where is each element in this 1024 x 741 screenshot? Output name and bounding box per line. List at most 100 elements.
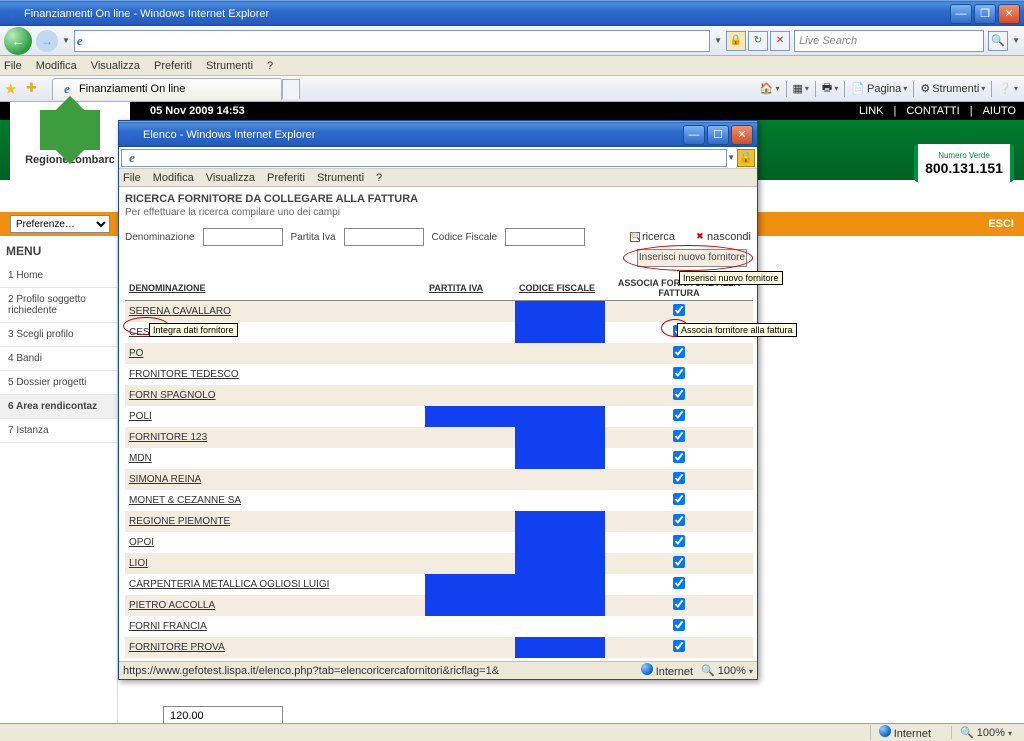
restore-button[interactable]: ❐: [974, 4, 996, 24]
logout-link[interactable]: ESCI: [988, 218, 1014, 230]
associa-checkbox[interactable]: [673, 472, 685, 484]
associa-checkbox[interactable]: [673, 535, 685, 547]
fornitore-link[interactable]: MONET & CEZANNE SA: [125, 490, 425, 511]
input-cf[interactable]: [505, 228, 585, 246]
fornitore-link[interactable]: PIETRO ACCOLLA: [125, 595, 425, 616]
forward-button[interactable]: →: [36, 30, 58, 52]
close-button[interactable]: ✕: [998, 4, 1020, 24]
associa-checkbox[interactable]: [673, 346, 685, 358]
associa-checkbox[interactable]: [673, 514, 685, 526]
associa-checkbox[interactable]: [673, 640, 685, 652]
preferenze-select[interactable]: Preferenze…: [10, 215, 110, 233]
page-menu[interactable]: 📄 Pagina ▾: [851, 82, 907, 95]
back-button[interactable]: ←: [4, 27, 32, 55]
menu-preferiti[interactable]: Preferiti: [154, 60, 192, 72]
menu-help[interactable]: ?: [267, 60, 273, 72]
sidebar-item[interactable]: 7 Istanza: [0, 419, 117, 443]
new-tab-button[interactable]: [282, 79, 300, 99]
associa-checkbox[interactable]: [673, 577, 685, 589]
link-link[interactable]: LINK: [859, 105, 883, 117]
sidebar-item[interactable]: 1 Home: [0, 264, 117, 288]
popup-menu-modifica[interactable]: Modifica: [153, 172, 194, 184]
fornitore-link[interactable]: FRONITORE TEDESCO: [125, 364, 425, 385]
fornitore-link[interactable]: SERENA CAVALLARO: [125, 301, 425, 323]
popup-addr-dropdown[interactable]: ▼: [727, 153, 735, 162]
col-denominazione[interactable]: DENOMINAZIONE: [125, 276, 425, 301]
print-button[interactable]: 🖶▾: [822, 79, 838, 98]
piva-cell: [425, 490, 515, 511]
fornitore-link[interactable]: POLI: [125, 406, 425, 427]
fornitore-link[interactable]: REGIONE PIEMONTE: [125, 511, 425, 532]
fornitore-link[interactable]: MDN: [125, 448, 425, 469]
popup-menu-help[interactable]: ?: [376, 172, 382, 184]
fornitore-link[interactable]: FORNI FRANCIA: [125, 616, 425, 637]
input-denominazione[interactable]: [203, 228, 283, 246]
col-cf[interactable]: CODICE FISCALE: [515, 276, 605, 301]
fornitore-link[interactable]: PO: [125, 343, 425, 364]
home-button[interactable]: 🏠▾: [760, 82, 780, 95]
menu-strumenti[interactable]: Strumenti: [206, 60, 253, 72]
tools-menu[interactable]: ⚙ Strumenti ▾: [920, 82, 985, 95]
associa-checkbox[interactable]: [673, 367, 685, 379]
popup-menu-visualizza[interactable]: Visualizza: [206, 172, 255, 184]
menu-visualizza[interactable]: Visualizza: [91, 60, 140, 72]
search-dropdown[interactable]: ▼: [1012, 36, 1020, 45]
associa-checkbox[interactable]: [673, 388, 685, 400]
sidebar-item[interactable]: 4 Bandi: [0, 347, 117, 371]
fornitore-link[interactable]: SIMONA REINA: [125, 469, 425, 490]
browser-tab[interactable]: e Finanziamenti On line: [52, 78, 282, 100]
cf-cell: [515, 595, 605, 616]
associa-checkbox[interactable]: [673, 430, 685, 442]
associa-checkbox[interactable]: [673, 304, 685, 316]
sidebar-item[interactable]: 6 Area rendicontaz: [0, 395, 117, 419]
help-button[interactable]: ❔▾: [998, 82, 1018, 95]
popup-address-bar[interactable]: e: [121, 149, 727, 167]
associa-checkbox[interactable]: [673, 451, 685, 463]
cf-cell: [515, 364, 605, 385]
status-zoom[interactable]: 🔍 100% ▾: [951, 726, 1020, 739]
stop-button[interactable]: ✕: [770, 31, 790, 51]
popup-status-zoom[interactable]: 🔍 100% ▾: [701, 664, 753, 677]
address-bar[interactable]: e: [74, 30, 710, 52]
popup-close-button[interactable]: ✕: [731, 125, 753, 145]
fornitore-link[interactable]: FORNITORE 123: [125, 427, 425, 448]
nav-toolbar: ← → ▼ e ▼ 🔒 ↻ ✕ Live Search 🔍 ▼: [0, 26, 1024, 56]
popup-menu-file[interactable]: File: [123, 172, 141, 184]
insert-fornitore-button[interactable]: Inserisci nuovo fornitore: [637, 249, 747, 267]
favorites-star-icon[interactable]: ★: [4, 80, 22, 98]
search-button[interactable]: 🔍: [988, 31, 1008, 51]
fornitore-link[interactable]: FORNITORE PROVA: [125, 637, 425, 658]
input-piva[interactable]: [344, 228, 424, 246]
link-contatti[interactable]: CONTATTI: [906, 105, 959, 117]
popup-maximize-button[interactable]: ☐: [707, 125, 729, 145]
nascondi-link[interactable]: ✖nascondi: [695, 231, 751, 243]
minimize-button[interactable]: —: [950, 4, 972, 24]
sidebar-item[interactable]: 3 Scegli profilo: [0, 323, 117, 347]
associa-checkbox[interactable]: [673, 619, 685, 631]
popup-minimize-button[interactable]: —: [683, 125, 705, 145]
ricerca-link[interactable]: 🔍ricerca: [630, 231, 675, 243]
associa-checkbox[interactable]: [673, 409, 685, 421]
fornitore-link[interactable]: OPOI: [125, 532, 425, 553]
popup-menu-preferiti[interactable]: Preferiti: [267, 172, 305, 184]
popup-menu-strumenti[interactable]: Strumenti: [317, 172, 364, 184]
addr-dropdown[interactable]: ▼: [714, 36, 722, 45]
associa-checkbox[interactable]: [673, 493, 685, 505]
associa-checkbox[interactable]: [673, 556, 685, 568]
col-piva[interactable]: PARTITA IVA: [425, 276, 515, 301]
refresh-button[interactable]: ↻: [748, 31, 768, 51]
fornitore-link[interactable]: FORN SPAGNOLO: [125, 385, 425, 406]
feed-button[interactable]: ▦▾: [793, 82, 809, 95]
fornitore-link[interactable]: CARPENTERIA METALLICA OGLIOSI LUIGI: [125, 574, 425, 595]
menu-file[interactable]: File: [4, 60, 22, 72]
link-aiuto[interactable]: AIUTO: [983, 105, 1016, 117]
sidebar-item[interactable]: 2 Profilo soggetto richiedente: [0, 288, 117, 323]
search-input[interactable]: Live Search: [794, 30, 984, 52]
menu-modifica[interactable]: Modifica: [36, 60, 77, 72]
sidebar-item[interactable]: 5 Dossier progetti: [0, 371, 117, 395]
lombardia-rose-icon: [40, 110, 100, 150]
associa-checkbox[interactable]: [673, 598, 685, 610]
add-favorite-icon[interactable]: ✚: [26, 80, 44, 98]
fornitore-link[interactable]: LIOI: [125, 553, 425, 574]
history-dropdown[interactable]: ▼: [62, 36, 70, 45]
